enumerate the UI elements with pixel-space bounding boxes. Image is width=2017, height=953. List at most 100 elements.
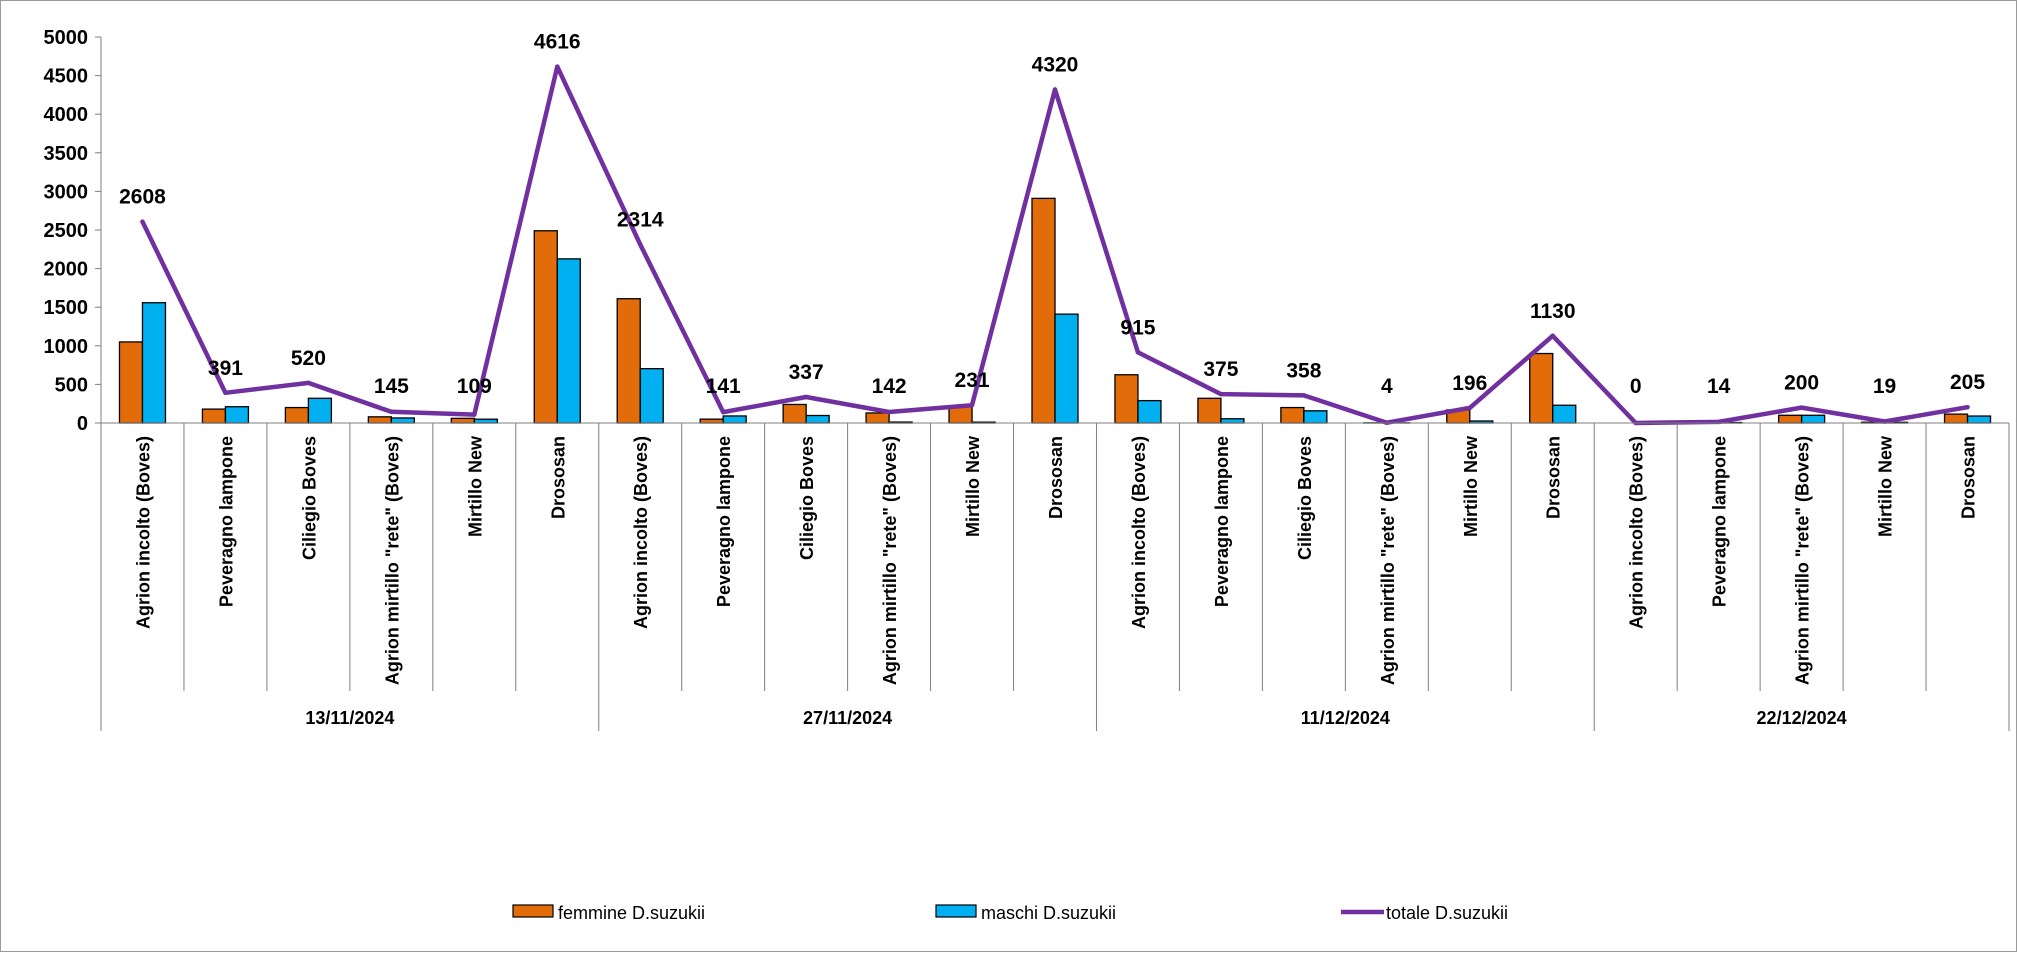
data-label-totale: 145 bbox=[374, 375, 409, 398]
bar-maschi bbox=[1138, 401, 1161, 423]
data-label-totale: 200 bbox=[1784, 372, 1819, 395]
bar-femmine bbox=[700, 419, 723, 423]
x-group-label: 11/12/2024 bbox=[1301, 708, 1390, 728]
line-point-totale bbox=[1302, 393, 1306, 397]
x-category-label: Agrion incolto (Boves) bbox=[1627, 436, 1647, 629]
bar-femmine bbox=[1945, 414, 1968, 423]
bar-femmine bbox=[285, 408, 308, 423]
legend-swatch bbox=[936, 905, 976, 917]
bar-femmine bbox=[534, 231, 557, 423]
data-label-totale: 2314 bbox=[617, 208, 664, 231]
legend-swatch bbox=[513, 905, 553, 917]
x-category-label: Ciliegio Boves bbox=[299, 436, 319, 560]
legend: femmine D.suzukii maschi D.suzukii totale … bbox=[513, 903, 1508, 923]
x-category-label: Mirtillo New bbox=[465, 435, 485, 537]
line-point-totale bbox=[970, 403, 974, 407]
data-label-totale: 391 bbox=[208, 357, 243, 380]
bar-femmine bbox=[1115, 375, 1138, 423]
x-category-label: Drososan bbox=[1959, 436, 1979, 519]
x-category-label: Agrion mirtillo "rete" (Boves) bbox=[880, 436, 900, 685]
x-category-label: Drososan bbox=[548, 436, 568, 519]
bar-femmine bbox=[866, 413, 889, 423]
x-category-label: Mirtillo New bbox=[963, 435, 983, 537]
line-point-totale bbox=[1965, 405, 1969, 409]
x-category-label: Agrion mirtillo "rete" (Boves) bbox=[1793, 436, 1813, 685]
bar-maschi bbox=[391, 418, 414, 423]
line-point-totale bbox=[472, 412, 476, 416]
data-label-totale: 375 bbox=[1203, 358, 1238, 381]
line-point-totale bbox=[1136, 350, 1140, 354]
bar-maschi bbox=[640, 369, 663, 423]
bar-femmine bbox=[202, 409, 225, 423]
y-tick-label: 5000 bbox=[44, 27, 89, 49]
bar-maschi bbox=[225, 407, 248, 423]
x-axis: Agrion incolto (Boves) Peveragno lampone C… bbox=[101, 423, 2009, 731]
legend-item-femmine: femmine D.suzukii bbox=[513, 903, 705, 923]
x-category-label: Mirtillo New bbox=[1461, 435, 1481, 537]
line-point-totale bbox=[721, 410, 725, 414]
x-category-label: Peveragno lampone bbox=[216, 436, 236, 607]
line-point-totale bbox=[804, 395, 808, 399]
bar-maschi bbox=[1221, 419, 1244, 423]
legend-item-totale: totale D.suzukii bbox=[1341, 903, 1508, 923]
x-group-label: 13/11/2024 bbox=[305, 708, 394, 728]
data-label-totale: 4320 bbox=[1032, 53, 1079, 76]
data-label-totale: 358 bbox=[1286, 359, 1321, 382]
data-label-totale: 19 bbox=[1873, 375, 1896, 398]
line-point-totale bbox=[306, 381, 310, 385]
line-point-totale bbox=[1551, 334, 1555, 338]
bar-femmine bbox=[1032, 198, 1055, 423]
bar-femmine bbox=[783, 404, 806, 423]
x-category-label: Ciliegio Boves bbox=[1295, 436, 1315, 560]
bar-maschi bbox=[1304, 411, 1327, 423]
bar-femmine bbox=[119, 342, 142, 423]
x-group-label: 27/11/2024 bbox=[803, 708, 892, 728]
y-tick-label: 500 bbox=[55, 374, 88, 396]
y-tick-label: 1000 bbox=[44, 336, 89, 358]
line-point-totale bbox=[638, 242, 642, 246]
data-label-totale: 1130 bbox=[1530, 300, 1576, 323]
data-label-totale: 520 bbox=[291, 347, 326, 370]
bar-maschi bbox=[308, 398, 331, 423]
bar-maschi bbox=[557, 259, 580, 423]
bar-maschi bbox=[806, 416, 829, 423]
x-category-label: Drososan bbox=[1544, 436, 1564, 519]
data-label-totale: 142 bbox=[872, 375, 907, 398]
data-label-totale: 2608 bbox=[119, 186, 166, 209]
data-label-totale: 231 bbox=[955, 369, 990, 392]
bar-maschi bbox=[723, 416, 746, 423]
y-tick-label: 4500 bbox=[44, 66, 89, 88]
y-tick-label: 4000 bbox=[44, 104, 89, 126]
x-category-label: Agrion mirtillo "rete" (Boves) bbox=[382, 436, 402, 685]
bar-femmine bbox=[1530, 354, 1553, 423]
x-group-label: 22/12/2024 bbox=[1757, 708, 1847, 728]
line-point-totale bbox=[555, 64, 559, 68]
bar-femmine bbox=[617, 299, 640, 423]
x-category-label: Mirtillo New bbox=[1876, 435, 1896, 537]
bar-maschi bbox=[1553, 405, 1576, 423]
x-category-label: Ciliegio Boves bbox=[797, 436, 817, 560]
legend-label: femmine D.suzukii bbox=[558, 903, 705, 923]
y-tick-label: 2000 bbox=[44, 259, 89, 281]
y-tick-label: 0 bbox=[77, 413, 88, 435]
y-tick-label: 2500 bbox=[44, 220, 89, 242]
line-point-totale bbox=[389, 410, 393, 414]
data-label-totale: 0 bbox=[1630, 375, 1642, 398]
y-tick-label: 1500 bbox=[44, 297, 89, 319]
line-point-totale bbox=[1799, 405, 1803, 409]
bar-maschi bbox=[1802, 415, 1825, 423]
data-label-totale: 4616 bbox=[534, 31, 581, 54]
line-point-totale bbox=[1468, 406, 1472, 410]
bar-femmine bbox=[1779, 415, 1802, 423]
legend-label: maschi D.suzukii bbox=[981, 903, 1116, 923]
bar-maschi bbox=[1968, 416, 1991, 423]
line-point-totale bbox=[1053, 87, 1057, 91]
bar-maschi bbox=[1055, 314, 1078, 423]
y-tick-label: 3500 bbox=[44, 143, 89, 165]
data-label-totale: 4 bbox=[1381, 375, 1393, 398]
bar-femmine bbox=[451, 418, 474, 423]
data-label-totale: 109 bbox=[457, 375, 492, 398]
